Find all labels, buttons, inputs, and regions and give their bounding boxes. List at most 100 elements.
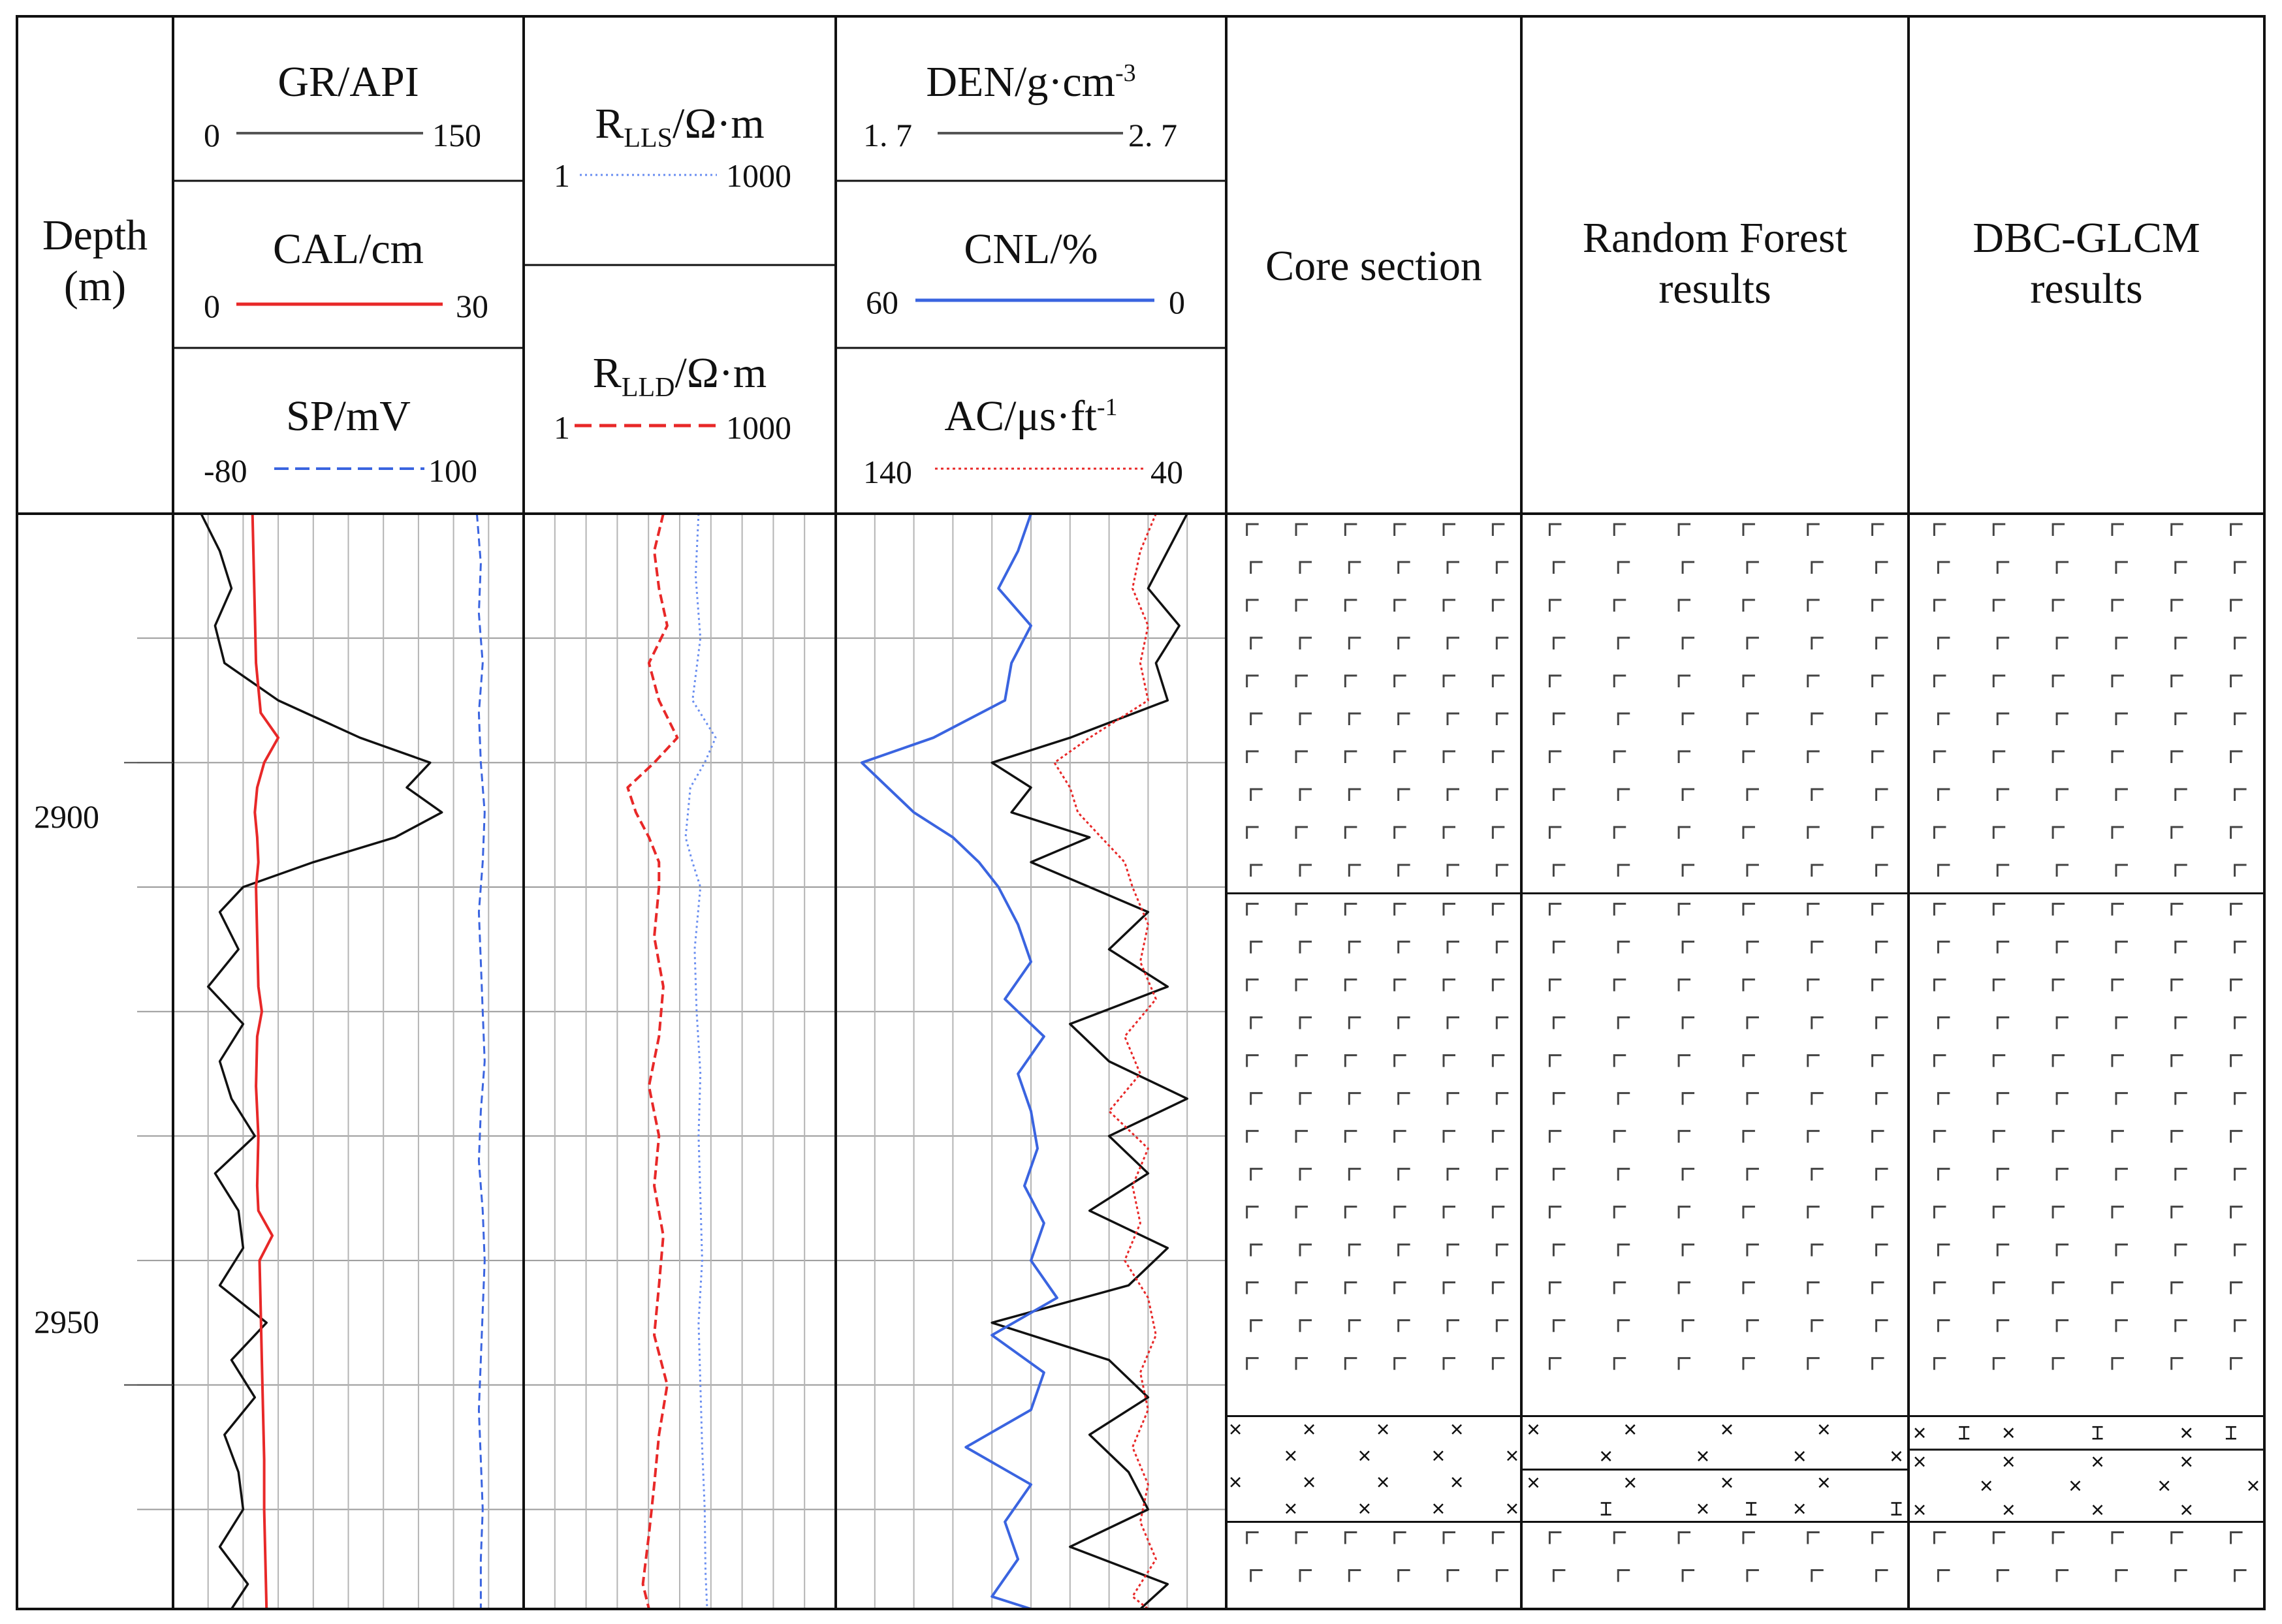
limestone-symbol <box>1681 636 1695 649</box>
limestone-symbol <box>1871 599 1884 612</box>
limestone-symbol <box>2052 523 2065 536</box>
limestone-symbol <box>1933 1054 1946 1067</box>
limestone-symbol <box>1677 978 1691 992</box>
limestone-symbol <box>1491 1357 1505 1370</box>
limestone-symbol <box>1746 1016 1759 1029</box>
limestone-symbol <box>2052 1206 2065 1219</box>
limestone-symbol <box>1807 1531 1820 1544</box>
cnl-curve-title: CNL/% <box>964 225 1098 273</box>
limestone-symbol <box>1299 1092 1312 1105</box>
limestone-symbol <box>1875 1092 1888 1105</box>
limestone-symbol <box>1992 1357 2006 1370</box>
limestone-symbol <box>2115 1569 2128 1582</box>
limestone-symbol <box>1446 561 1459 574</box>
limestone-symbol <box>1875 1243 1888 1257</box>
limestone-symbol <box>1742 750 1755 763</box>
limestone-symbol <box>1811 1016 1824 1029</box>
limestone-symbol <box>1746 864 1759 877</box>
limestone-symbol <box>2174 1569 2187 1582</box>
limestone-symbol <box>1446 1092 1459 1105</box>
limestone-symbol <box>1681 864 1695 877</box>
limestone-symbol <box>1446 941 1459 954</box>
cross-symbol <box>2248 1480 2258 1491</box>
limestone-symbol <box>1446 1243 1459 1257</box>
limestone-symbol <box>1992 1130 2006 1143</box>
cross-symbol <box>2181 1505 2192 1515</box>
limestone-symbol <box>1933 599 1946 612</box>
limestone-symbol <box>1552 941 1566 954</box>
limestone-symbol <box>2230 599 2243 612</box>
limestone-symbol <box>1295 1054 1308 1067</box>
rlld-curve <box>626 513 679 1610</box>
dbc-results-title: DBC-GLCM results <box>1909 213 2264 315</box>
limestone-symbol <box>1548 903 1562 916</box>
limestone-symbol <box>1442 750 1455 763</box>
limestone-symbol <box>2170 1130 2183 1143</box>
limestone-symbol <box>1807 1357 1820 1370</box>
grid-layer <box>137 514 1226 1609</box>
limestone-symbol <box>2115 636 2128 649</box>
limestone-symbol <box>1681 1016 1695 1029</box>
limestone-symbol <box>1548 674 1562 687</box>
limestone-symbol <box>1295 523 1308 536</box>
limestone-symbol <box>1933 523 1946 536</box>
limestone-symbol <box>1344 1130 1357 1143</box>
rf-title-line1: Random Forest <box>1582 214 1848 262</box>
limestone-symbol <box>1746 1243 1759 1257</box>
limestone-symbol <box>1397 1243 1410 1257</box>
limestone-symbol <box>1495 1092 1509 1105</box>
limestone-symbol <box>1746 636 1759 649</box>
limestone-symbol <box>1613 978 1626 992</box>
dbc-title-line2: results <box>2030 265 2143 313</box>
ac-scale-max: 40 <box>1150 454 1183 490</box>
limestone-symbol <box>1937 1092 1950 1105</box>
i-symbol <box>1600 1502 1611 1516</box>
limestone-symbol <box>2055 1092 2069 1105</box>
cross-symbol <box>2003 1428 2014 1439</box>
limestone-symbol <box>1348 636 1361 649</box>
limestone-symbol <box>2230 1281 2243 1294</box>
limestone-symbol <box>1250 561 1263 574</box>
cross-symbol <box>1624 1424 1636 1435</box>
cross-symbol <box>1378 1424 1389 1435</box>
cross-symbol <box>2070 1480 2081 1491</box>
limestone-symbol <box>2230 1054 2243 1067</box>
limestone-symbol <box>1742 523 1755 536</box>
rlld-scale-max: 1000 <box>726 409 791 446</box>
limestone-symbol <box>1875 1016 1888 1029</box>
header-legend-lines <box>236 132 1154 470</box>
limestone-symbol <box>1397 864 1410 877</box>
limestone-symbol <box>2230 1357 2243 1370</box>
limestone-symbol <box>1442 978 1455 992</box>
limestone-symbol <box>1746 1569 1759 1582</box>
rlld-curve-title: RLLD/Ω·m <box>524 349 836 403</box>
i-symbol <box>2092 1426 2103 1440</box>
cross-symbol <box>1230 1476 1241 1488</box>
limestone-symbol <box>1491 523 1505 536</box>
curve-layer <box>200 513 1188 1610</box>
cross-symbol <box>1304 1424 1315 1435</box>
limestone-symbol <box>1495 941 1509 954</box>
limestone-symbol <box>1677 599 1691 612</box>
den-curve <box>990 513 1188 1610</box>
rlld-title-main: R <box>592 349 622 397</box>
limestone-symbol <box>1811 712 1824 725</box>
limestone-symbol <box>1746 1168 1759 1181</box>
limestone-symbol <box>1348 788 1361 801</box>
limestone-symbol <box>1552 864 1566 877</box>
i-symbol <box>1746 1502 1757 1516</box>
limestone-symbol <box>1996 1319 2010 1332</box>
limestone-symbol <box>1442 1531 1455 1544</box>
ac-title-sup: -1 <box>1096 394 1118 421</box>
limestone-symbol <box>1295 903 1308 916</box>
cross-symbol <box>2181 1456 2192 1467</box>
cross-symbol <box>1698 1503 1708 1514</box>
limestone-symbol <box>1681 1569 1695 1582</box>
limestone-symbol <box>1811 1168 1824 1181</box>
limestone-symbol <box>1548 1206 1562 1219</box>
limestone-symbol <box>1996 712 2010 725</box>
limestone-symbol <box>1552 1243 1566 1257</box>
cross-symbol <box>1433 1450 1444 1461</box>
limestone-symbol <box>2115 1168 2128 1181</box>
cross-symbol <box>1818 1477 1830 1488</box>
